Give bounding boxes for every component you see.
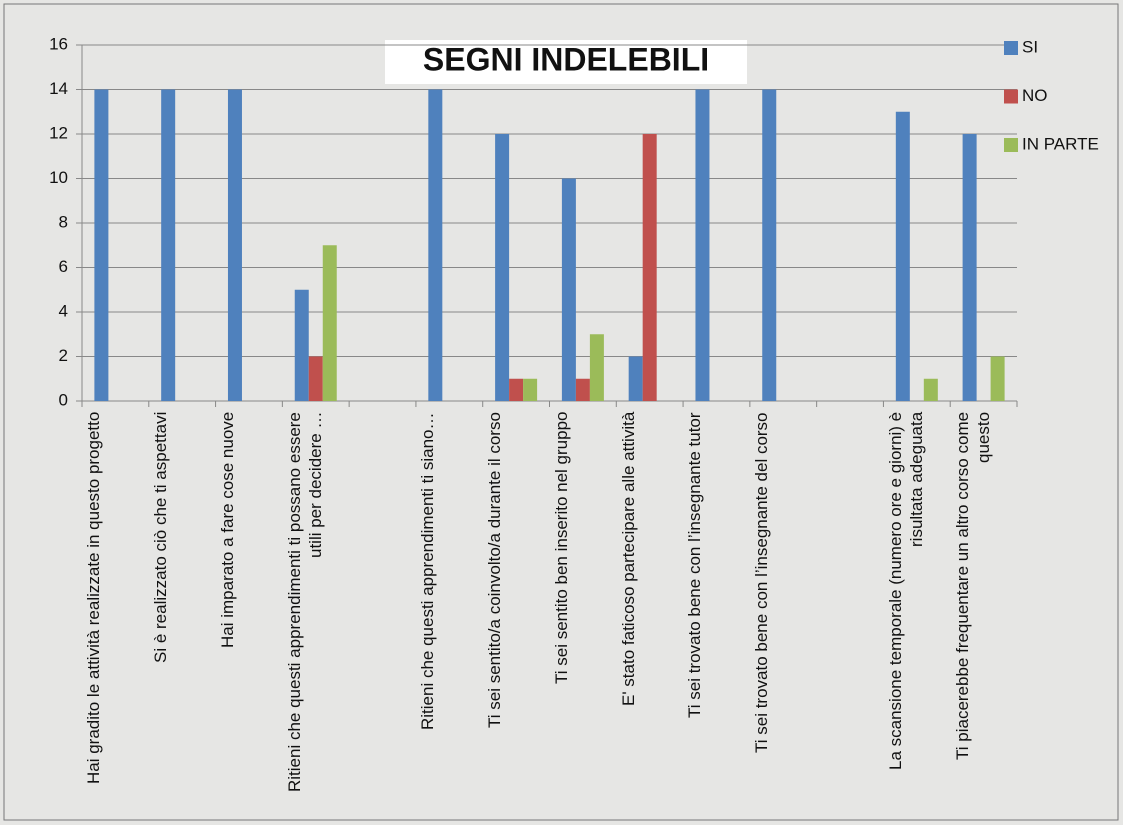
y-tick-label: 8	[59, 212, 68, 231]
x-tick-label: Ti piacerebbe frequentare un altro corso…	[952, 412, 993, 761]
y-tick-label: 6	[59, 257, 68, 276]
x-tick-label: Hai gradito le attività realizzate in qu…	[84, 412, 104, 785]
chart-title: SEGNI INDELEBILI	[423, 41, 709, 77]
bar	[428, 89, 443, 401]
x-tick-label: Si è realizzato ciò che ti aspettavi	[151, 412, 171, 664]
y-tick-label: 0	[59, 390, 68, 409]
x-tick-label: Ritieni che questi apprendimenti ti poss…	[284, 412, 325, 792]
bar	[227, 89, 242, 401]
bar	[575, 378, 590, 401]
y-tick-label: 4	[59, 301, 68, 320]
y-tick-label: 2	[59, 346, 68, 365]
y-tick-label: 16	[49, 34, 68, 53]
bar	[94, 89, 109, 401]
bar	[294, 289, 309, 401]
bar	[895, 111, 910, 401]
x-tick-label: Ritieni che questi apprendimenti ti sian…	[418, 412, 438, 730]
bar	[642, 134, 657, 401]
bar	[990, 356, 1005, 401]
x-tick-label: Ti sei trovato bene con l’insegnante tut…	[685, 412, 705, 718]
title-bg	[385, 40, 747, 84]
bar	[589, 334, 604, 401]
legend-swatch	[1004, 138, 1018, 152]
x-tick-label: E' stato faticoso partecipare alle attiv…	[618, 412, 638, 707]
legend-label: NO	[1022, 86, 1048, 105]
bar	[523, 378, 538, 401]
bar	[322, 245, 337, 401]
x-tick-label: Ti sei sentito ben inserito nel gruppo	[551, 412, 571, 685]
bar	[628, 356, 643, 401]
x-tick-label: Ti sei trovato bene con l’insegnante del…	[752, 412, 772, 753]
bar	[762, 89, 777, 401]
y-tick-label: 12	[49, 123, 68, 142]
bar	[962, 134, 977, 401]
frame	[3, 3, 1119, 821]
bar	[161, 89, 176, 401]
x-tick-label: La scansione temporale (numero ore e gio…	[885, 412, 926, 771]
legend-label: IN PARTE	[1022, 134, 1099, 153]
x-tick-label: Ti sei sentito/a coinvolto/a durante il …	[485, 412, 505, 728]
bar	[495, 134, 510, 401]
bar	[509, 378, 524, 401]
bar	[561, 178, 576, 401]
legend-swatch	[1004, 89, 1018, 104]
bar	[308, 356, 323, 401]
y-tick-label: 14	[49, 79, 68, 98]
y-tick-label: 10	[49, 168, 68, 187]
legend-swatch	[1004, 41, 1018, 55]
bar	[695, 89, 710, 401]
x-tick-label: Hai imparato a fare cose nuove	[217, 412, 237, 649]
legend-label: SI	[1022, 37, 1038, 56]
bar	[923, 378, 938, 401]
